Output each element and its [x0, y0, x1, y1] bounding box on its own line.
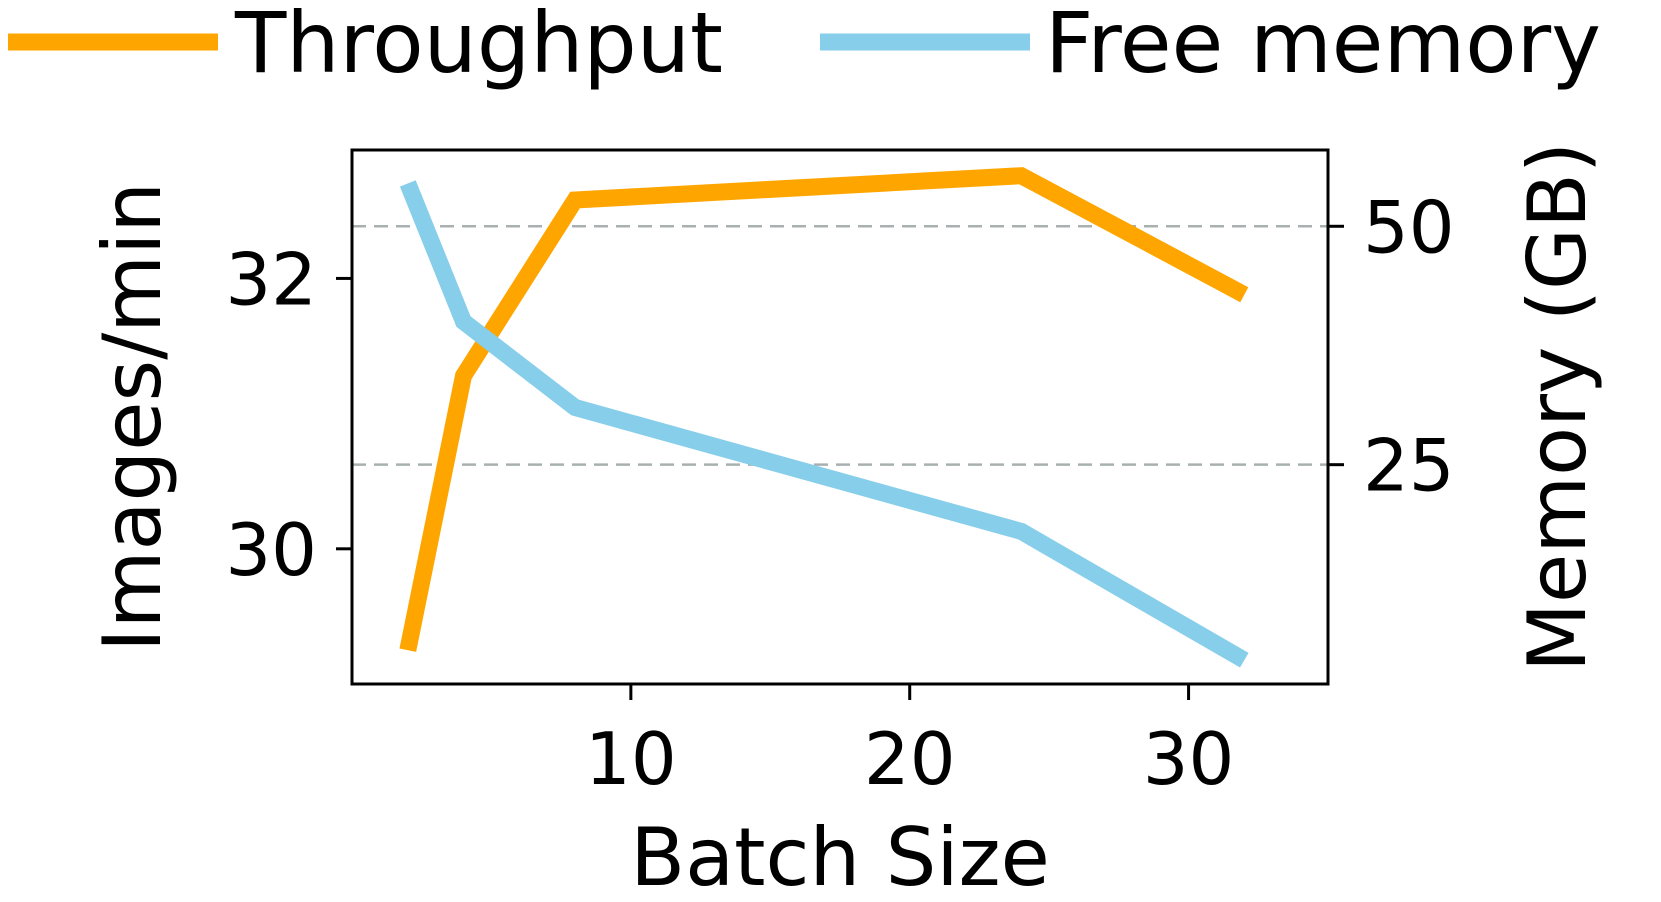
legend-label-throughput: Throughput — [234, 0, 723, 92]
x-tick-label: 20 — [864, 717, 956, 801]
left-y-axis-label: Images/min — [86, 182, 179, 652]
right-y-tick-label: 25 — [1363, 424, 1455, 508]
right-y-tick-label: 50 — [1363, 185, 1455, 269]
legend-label-free-memory: Free memory — [1045, 0, 1601, 92]
x-tick-label: 30 — [1143, 717, 1235, 801]
left-y-tick-label: 32 — [225, 237, 317, 321]
series-lines — [399, 167, 1249, 668]
axis-ticks: 10 20 30 30 32 25 50 — [225, 185, 1454, 801]
series-line-free-memory — [399, 180, 1249, 668]
x-axis-label: Batch Size — [630, 811, 1050, 902]
plot-area-frame — [350, 148, 1330, 686]
series-line-throughput — [399, 167, 1249, 652]
x-tick-label: 10 — [585, 717, 677, 801]
legend: Throughput Free memory — [8, 0, 1601, 92]
right-y-axis-label: Memory (GB) — [1511, 142, 1604, 672]
grid-lines — [352, 225, 1328, 466]
left-y-tick-label: 30 — [225, 508, 317, 592]
